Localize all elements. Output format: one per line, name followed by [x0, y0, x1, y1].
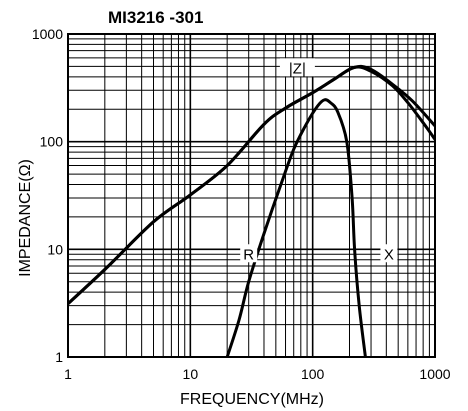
annotations: |Z| R X: [240, 58, 398, 263]
y-tick-labels: 1 10 100 1000: [32, 26, 63, 365]
annotation-label: X: [384, 246, 394, 263]
series-line-1: [225, 98, 367, 357]
annotation-bg: [240, 244, 258, 263]
plot-frame-group: [67, 33, 436, 358]
series-line-2: [68, 64, 435, 306]
annotation-bg: [380, 244, 398, 263]
annotation-label: |Z|: [289, 60, 306, 77]
x-tick-label: 10: [183, 366, 199, 382]
annotation-bg: [279, 58, 315, 77]
grid: [68, 34, 435, 357]
x-axis-label: FREQUENCY(MHz): [180, 391, 324, 408]
x-tick-label: 100: [301, 366, 325, 382]
y-tick-label: 1: [55, 349, 63, 365]
plot-frame: [67, 33, 436, 358]
y-tick-label: 100: [40, 134, 64, 150]
y-axis-label: IMPEDANCE(Ω): [17, 159, 34, 277]
annotation-label: R: [243, 246, 254, 263]
chart-title: MI3216 -301: [108, 8, 203, 27]
y-tick-label: 10: [47, 241, 63, 257]
x-tick-label: 1000: [419, 366, 450, 382]
x-tick-labels: 1 10 100 1000: [64, 366, 451, 382]
y-tick-label: 1000: [32, 26, 63, 42]
x-tick-label: 1: [64, 366, 72, 382]
